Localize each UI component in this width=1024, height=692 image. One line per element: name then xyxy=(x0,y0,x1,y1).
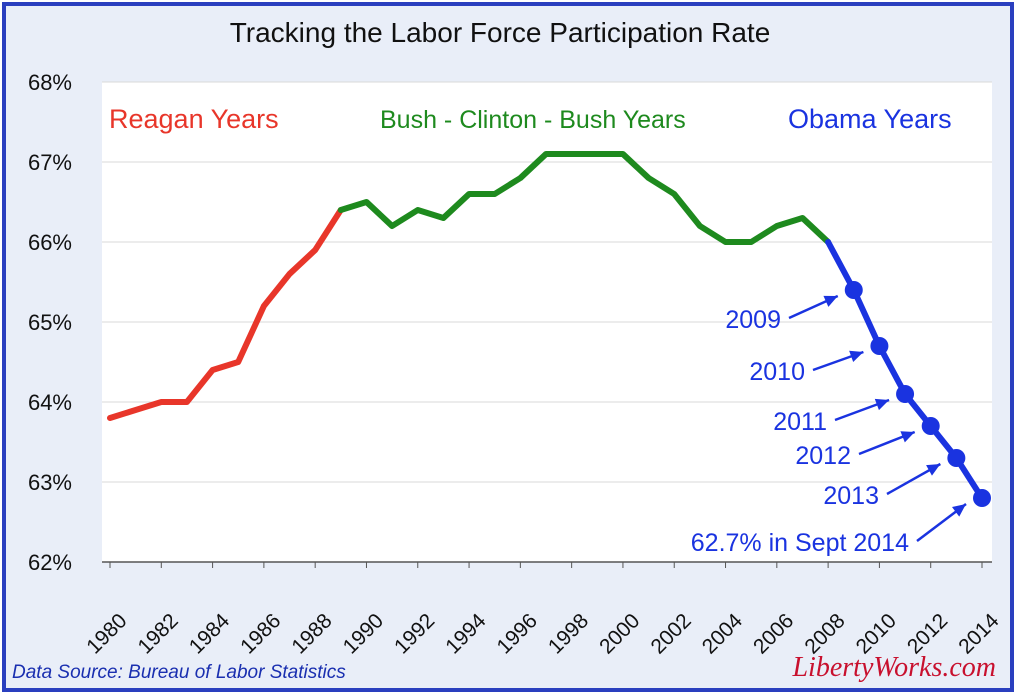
data-point-marker xyxy=(896,385,915,403)
data-point-marker xyxy=(870,337,889,355)
x-tick-label: 1992 xyxy=(390,609,439,658)
brand-logo: LibertyWorks.com xyxy=(791,652,996,683)
y-tick-label: 65% xyxy=(28,310,72,335)
marker-label: 2013 xyxy=(823,482,879,510)
y-tick-label: 68% xyxy=(28,70,72,95)
y-tick-label: 66% xyxy=(28,230,72,255)
y-axis-ticks: 62% 63% 64% 65% 66% 67% 68% xyxy=(28,70,72,575)
legend-obama-years: Obama Years xyxy=(788,104,952,134)
data-point-marker xyxy=(947,449,966,467)
x-tick-label: 2002 xyxy=(646,609,695,658)
y-tick-label: 62% xyxy=(28,550,72,575)
y-tick-label: 67% xyxy=(28,150,72,175)
data-point-marker xyxy=(921,417,940,435)
marker-label: 62.7% in Sept 2014 xyxy=(691,529,909,557)
legend-bush-clinton-bush-years: Bush - Clinton - Bush Years xyxy=(380,106,686,134)
x-axis-ticks: 1980 1982 1984 1986 1988 1990 1992 1994 1996 1998… xyxy=(82,562,1004,659)
annotation-arrow-head xyxy=(874,398,890,411)
x-tick-label: 2004 xyxy=(698,609,748,659)
gridlines xyxy=(102,81,992,563)
annotation-arrow-head xyxy=(823,295,838,307)
legend-reagan-years: Reagan Years xyxy=(109,104,279,134)
x-tick-label: 2006 xyxy=(749,609,798,658)
data-point-marker xyxy=(973,489,991,507)
annotation-arrow-head xyxy=(849,350,864,363)
marker-label: 2010 xyxy=(749,358,805,386)
x-tick-label: 1998 xyxy=(544,609,593,658)
obama-markers xyxy=(844,281,991,507)
x-tick-label: 2000 xyxy=(595,609,644,658)
x-tick-label: 1996 xyxy=(493,609,542,658)
marker-label: 2009 xyxy=(725,306,781,334)
x-tick-label: 1984 xyxy=(185,609,235,659)
labor-force-chart: Tracking the Labor Force Participation R… xyxy=(12,17,1004,683)
x-tick-label: 1990 xyxy=(339,609,388,658)
data-source-note: Data Source: Bureau of Labor Statistics xyxy=(12,662,346,683)
x-tick-label: 1988 xyxy=(287,609,336,658)
x-tick-label: 1982 xyxy=(134,609,183,658)
series-line xyxy=(337,151,832,245)
annotation-arrow-head xyxy=(926,464,941,476)
y-tick-label: 64% xyxy=(28,390,72,415)
data-point-marker xyxy=(844,281,863,299)
x-tick-label: 1986 xyxy=(236,609,285,658)
y-tick-label: 63% xyxy=(28,470,72,495)
annotation-arrow-head xyxy=(952,504,966,517)
marker-label: 2011 xyxy=(773,408,827,436)
marker-annotations: 2009 2010 2011 2012 2013 62.7% in Sept 2014 xyxy=(691,294,967,557)
marker-label: 2012 xyxy=(795,442,851,470)
x-tick-label: 1980 xyxy=(82,609,131,658)
x-tick-label: 1994 xyxy=(441,609,491,659)
series-line xyxy=(107,207,344,421)
annotation-arrow-head xyxy=(900,431,915,443)
chart-title: Tracking the Labor Force Participation R… xyxy=(230,17,771,48)
